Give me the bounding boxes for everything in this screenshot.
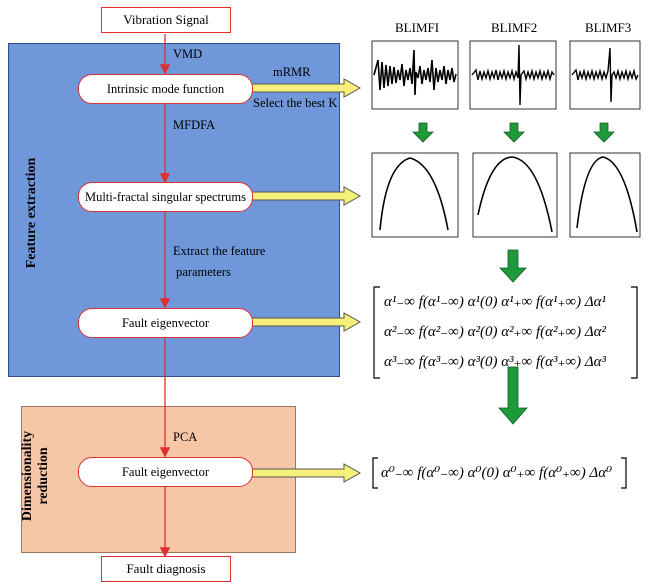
matrix-left-bracket bbox=[373, 286, 380, 379]
feature-matrix-row-1: α¹₋∞ f(α¹₋∞) α¹(0) α¹₊∞ f(α¹₊∞) Δα¹ bbox=[384, 294, 607, 310]
yellow-arrow-2 bbox=[250, 186, 362, 206]
fault-eigenvector-node-2: Fault eigenvector bbox=[78, 457, 253, 487]
green-arrow-5 bbox=[498, 366, 528, 425]
vibration-signal-box: Vibration Signal bbox=[101, 7, 231, 33]
extract-label-1: Extract the feature bbox=[173, 244, 266, 258]
vector-left-bracket bbox=[372, 457, 378, 489]
signal-plot-3 bbox=[569, 40, 641, 110]
green-arrow-2 bbox=[503, 122, 525, 143]
green-arrow-3 bbox=[593, 122, 615, 143]
select-k-label: Select the best K bbox=[253, 96, 338, 110]
spectrum-plot-1 bbox=[371, 152, 459, 238]
green-arrow-1 bbox=[412, 122, 434, 143]
signal-title-1: BLIMFI bbox=[395, 20, 440, 35]
mfdfa-label: MFDFA bbox=[173, 118, 216, 132]
yellow-arrow-1 bbox=[250, 78, 362, 98]
fault-diagnosis-box: Fault diagnosis bbox=[101, 556, 231, 582]
reduced-vector: α⁰₋∞ f(α⁰₋∞) α⁰(0) α⁰₊∞ f(α⁰₊∞) Δα⁰ bbox=[381, 465, 613, 481]
signal-plot-2 bbox=[469, 40, 557, 110]
signal-title-3: BLIMF3 bbox=[585, 20, 632, 35]
matrix-right-bracket bbox=[631, 286, 638, 379]
imf-node: Intrinsic mode function bbox=[78, 74, 253, 104]
vmd-label: VMD bbox=[173, 47, 203, 61]
feature-matrix-row-2: α²₋∞ f(α²₋∞) α²(0) α²₊∞ f(α²₊∞) Δα² bbox=[384, 324, 607, 340]
fault-eigenvector-node-1: Fault eigenvector bbox=[78, 308, 253, 338]
mrmr-label: mRMR bbox=[273, 65, 311, 79]
yellow-arrow-3 bbox=[250, 312, 362, 332]
extract-label-2: parameters bbox=[176, 265, 231, 279]
feature-matrix-row-3: α³₋∞ f(α³₋∞) α³(0) α³₊∞ f(α³₊∞) Δα³ bbox=[384, 354, 607, 370]
spectrum-plot-3 bbox=[569, 152, 641, 238]
green-arrow-4 bbox=[499, 249, 527, 283]
spectrum-node: Multi-fractal singular spectrums bbox=[78, 182, 253, 212]
vector-right-bracket bbox=[621, 457, 627, 489]
pca-label: PCA bbox=[173, 430, 198, 444]
spectrum-plot-2 bbox=[472, 152, 558, 238]
yellow-arrow-4 bbox=[250, 463, 362, 483]
signal-title-2: BLIMF2 bbox=[491, 20, 538, 35]
signal-plot-1 bbox=[371, 40, 459, 110]
